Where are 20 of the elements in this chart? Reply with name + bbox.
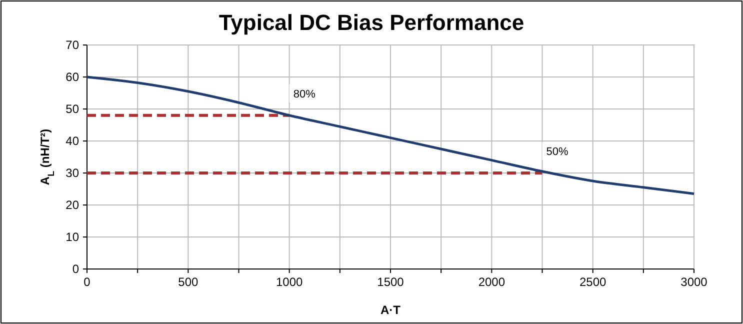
y-tick-label: 40: [66, 134, 80, 148]
y-tick-label: 0: [72, 262, 80, 276]
x-tick-label: 1500: [377, 275, 404, 289]
x-tick-label: 2000: [478, 275, 506, 289]
x-tick-label: 1000: [276, 275, 304, 289]
x-axis-title: A·T: [380, 303, 402, 317]
y-tick-label: 10: [66, 230, 80, 244]
x-tick-label: 0: [84, 275, 91, 289]
y-tick-label: 60: [66, 70, 80, 84]
x-tick-label: 3000: [680, 275, 708, 289]
x-tick-label: 2500: [579, 275, 607, 289]
chart-title: Typical DC Bias Performance: [218, 10, 524, 35]
x-tick-label: 500: [178, 275, 198, 289]
annotation: 50%: [546, 146, 568, 158]
y-tick-label: 70: [66, 38, 80, 52]
y-tick-label: 30: [66, 166, 80, 180]
y-tick-label: 20: [66, 198, 80, 212]
y-tick-label: 50: [66, 102, 80, 116]
annotation: 80%: [293, 88, 316, 100]
line-series: [86, 76, 696, 196]
